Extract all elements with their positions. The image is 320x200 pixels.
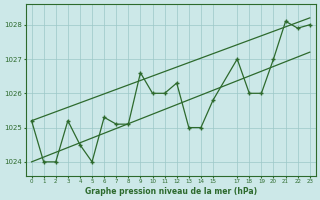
X-axis label: Graphe pression niveau de la mer (hPa): Graphe pression niveau de la mer (hPa) [84, 187, 257, 196]
